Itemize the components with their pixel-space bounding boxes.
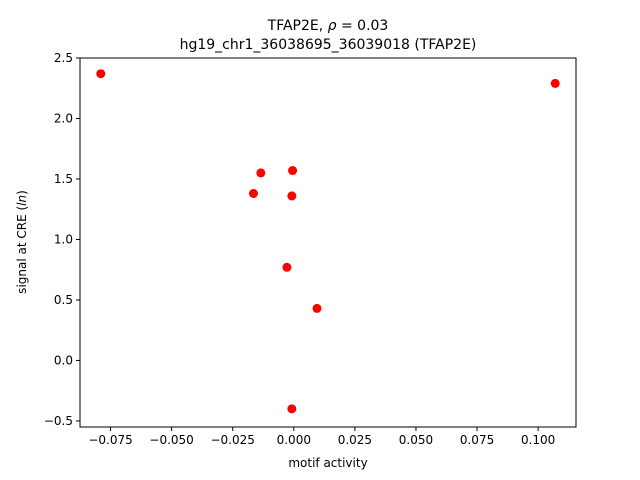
y-axis-label: signal at CRE (ln) [15,190,29,294]
x-tick-label: 0.050 [399,433,433,447]
y-tick-label: 0.0 [54,353,73,367]
data-point [287,404,297,414]
data-point [248,189,258,199]
chart-subtitle: hg19_chr1_36038695_36039018 (TFAP2E) [180,37,477,53]
chart-title: TFAP2E, ρ = 0.03 [267,18,389,34]
x-tick-label: 0.025 [338,433,372,447]
data-point [282,262,292,272]
x-tick-label: −0.025 [210,433,254,447]
y-tick-label: 2.5 [54,51,73,65]
x-tick-label: 0.075 [460,433,494,447]
plot-area: −0.075 −0.050 −0.025 0.000 0.025 0.050 0.075 0.… [44,51,577,447]
data-point [96,69,106,79]
y-tick-label: −0.5 [44,414,73,428]
x-tick-label: −0.050 [149,433,193,447]
x-tick-label: −0.075 [88,433,132,447]
data-point [312,303,322,313]
data-point [256,168,266,178]
x-axis-label: motif activity [288,456,367,470]
y-tick-label: 1.0 [54,232,73,246]
x-tick-label: 0.100 [521,433,555,447]
y-tick-label: 2.0 [54,111,73,125]
plot-frame [79,57,577,428]
x-tick-label: 0.000 [277,433,311,447]
y-tick-label: 1.5 [54,172,73,186]
y-tick-label: 0.5 [54,293,73,307]
data-point [550,78,560,88]
data-point [287,191,297,201]
data-point [288,166,298,176]
